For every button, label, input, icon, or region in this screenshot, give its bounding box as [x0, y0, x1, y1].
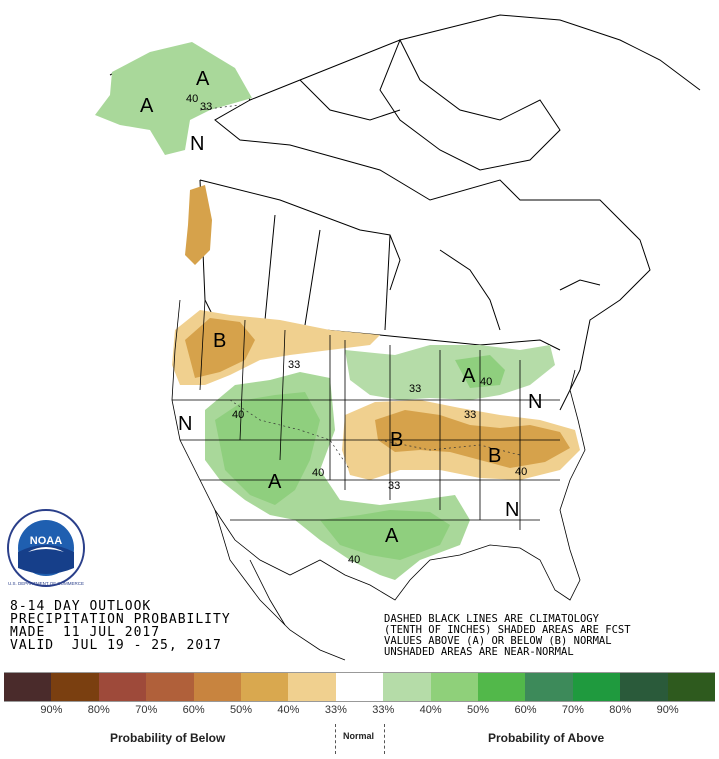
label-n-west: N: [178, 413, 192, 435]
legend-swatch: [193, 673, 242, 701]
legend-swatch: [572, 673, 621, 701]
noaa-logo-text: NOAA: [30, 535, 62, 547]
label-n-alaska: N: [190, 133, 204, 155]
outlook-title-block: 8-14 DAY OUTLOOK PRECIPITATION PROBABILI…: [10, 600, 231, 652]
legend-label-spacer: [4, 704, 28, 716]
legend-label: 80%: [87, 704, 110, 716]
title-line-1: 8-14 DAY OUTLOOK: [10, 599, 152, 614]
note-line-3: VALUES ABOVE (A) OR BELOW (B) NORMAL: [384, 635, 612, 647]
legend-swatch: [383, 673, 431, 701]
legend-labels: 90% 80% 70% 60% 50% 40% 33% 33% 40% 50% 60% 70% 80% 9…: [4, 704, 715, 716]
legend-swatch: [288, 673, 336, 701]
legend-swatch: [620, 673, 668, 701]
label-n-south: N: [505, 499, 519, 521]
label-40-west: 40: [232, 409, 244, 421]
legend-swatch: [98, 673, 147, 701]
normal-divider-right: [384, 724, 385, 754]
label-b-northwest: B: [213, 330, 226, 352]
legend-swatch: [430, 673, 479, 701]
probability-legend: [4, 672, 716, 702]
label-a-alaska-1: A: [140, 95, 154, 117]
legend-label: 50%: [467, 704, 490, 716]
legend-label: 80%: [609, 704, 632, 716]
legend-label: 60%: [514, 704, 537, 716]
legend-label: 70%: [135, 704, 158, 716]
noaa-ring-text: U.S. DEPARTMENT OF COMMERCE: [8, 581, 84, 586]
legend-swatch: [525, 673, 573, 701]
legend-swatch: [478, 673, 526, 701]
legend-swatch: [4, 673, 52, 701]
below-caption: Probability of Below: [110, 731, 226, 745]
title-line-4: VALID JUL 19 - 25, 2017: [10, 638, 222, 653]
legend-swatch: [335, 673, 384, 701]
title-line-2: PRECIPITATION PROBABILITY: [10, 612, 231, 627]
note-line-2: (TENTH OF INCHES) SHADED AREAS ARE FCST: [384, 624, 631, 636]
map-notes: DASHED BLACK LINES ARE CLIMATOLOGY (TENT…: [384, 614, 631, 658]
label-40-texas: 40: [348, 554, 360, 566]
legend-label: 50%: [230, 704, 253, 716]
legend-label: 60%: [182, 704, 205, 716]
legend-swatch: [51, 673, 99, 701]
label-b-plains: B: [390, 429, 403, 451]
normal-divider-left: [335, 724, 336, 754]
label-33-alaska: 33: [200, 101, 212, 113]
legend-label: 40%: [277, 704, 300, 716]
noaa-logo: NOAA U.S. DEPARTMENT OF COMMERCE: [7, 509, 85, 587]
legend-label: 90%: [40, 704, 63, 716]
legend-swatch: [667, 673, 716, 701]
above-caption: Probability of Above: [488, 731, 605, 745]
label-33-lakes: 33: [409, 383, 421, 395]
label-33-ohio: 33: [464, 409, 476, 421]
legend-swatch: [146, 673, 194, 701]
normal-caption: Normal: [343, 731, 375, 741]
label-n-northeast: N: [528, 391, 542, 413]
label-40-lakes: 40: [480, 376, 492, 388]
legend-label: 40%: [419, 704, 442, 716]
label-b-southeast: B: [488, 445, 501, 467]
legend-label: 33%: [372, 704, 395, 716]
label-a-lakes: A: [462, 365, 476, 387]
label-33-plains: 33: [388, 480, 400, 492]
legend-label: 33%: [324, 704, 347, 716]
title-line-3: MADE 11 JUL 2017: [10, 625, 161, 640]
precipitation-outlook-map: A A 40 33 N B 33 N 40 A 40 33 A 40 33 N …: [95, 14, 701, 661]
label-a-texas: A: [385, 525, 399, 547]
label-a-alaska-2: A: [196, 68, 210, 90]
note-line-4: UNSHADED AREAS ARE NEAR-NORMAL: [384, 646, 574, 658]
label-40-southeast: 40: [515, 466, 527, 478]
note-line-1: DASHED BLACK LINES ARE CLIMATOLOGY: [384, 613, 599, 625]
legend-label: 90%: [656, 704, 679, 716]
label-33-northwest: 33: [288, 359, 300, 371]
label-40-southwest: 40: [312, 467, 324, 479]
legend-label-spacer: [691, 704, 715, 716]
label-40-alaska: 40: [186, 93, 198, 105]
legend-label: 70%: [561, 704, 584, 716]
label-a-southwest: A: [268, 471, 282, 493]
legend-swatch: [241, 673, 289, 701]
above-normal-areas: [95, 42, 555, 580]
